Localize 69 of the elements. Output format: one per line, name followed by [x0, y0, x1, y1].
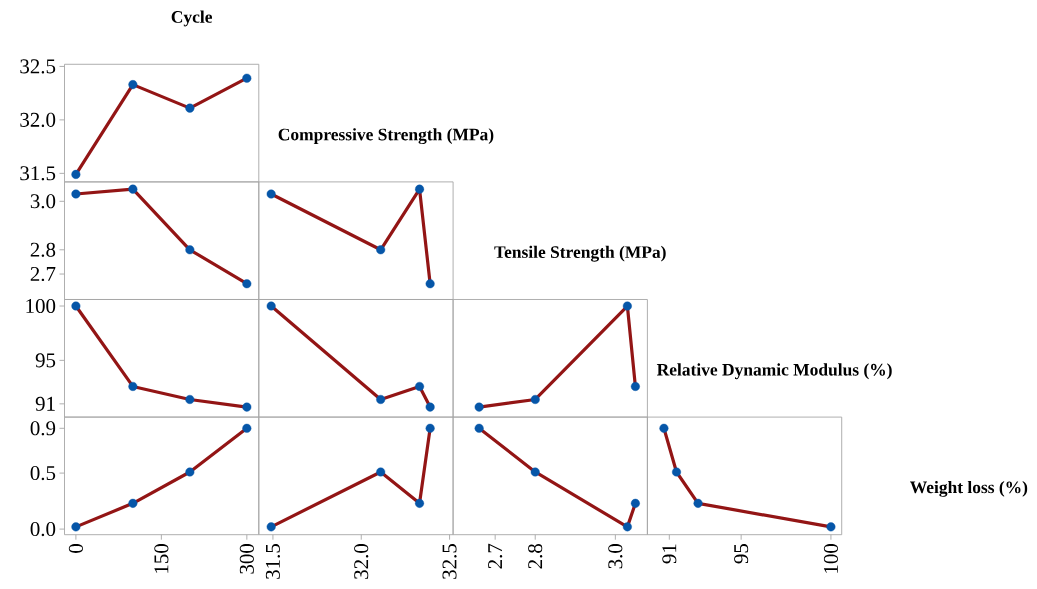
y-tick-label: 3.0: [30, 194, 56, 209]
y-tick-label: 95: [35, 353, 56, 368]
point: [826, 522, 836, 532]
y-tick-label: 32.0: [20, 112, 56, 127]
point: [71, 301, 81, 311]
y-tick-label: 31.5: [20, 166, 56, 181]
point: [415, 184, 425, 194]
x-tick-label: 31.5: [265, 544, 281, 579]
x-tick-label: 95: [734, 544, 749, 564]
point: [630, 381, 640, 391]
point: [630, 498, 640, 508]
x-tick-label: 2.7: [488, 543, 503, 569]
point: [415, 498, 425, 508]
text: Compressive Strength (MPa): [278, 128, 494, 145]
point: [266, 301, 276, 311]
point: [376, 245, 386, 255]
point: [128, 184, 138, 194]
point: [376, 394, 386, 404]
point: [128, 381, 138, 391]
y-tick-label: 32.5: [20, 59, 56, 74]
y-tick-label: 91: [35, 396, 55, 411]
x-tick-label: 2.8: [528, 544, 543, 569]
point: [622, 522, 632, 532]
point: [242, 423, 252, 433]
point: [425, 423, 435, 433]
y-tick-label: 100: [26, 298, 56, 314]
y-tick-label: 0.9: [30, 421, 56, 436]
y-tick-label: 2.8: [30, 242, 56, 257]
point: [659, 423, 669, 433]
point: [71, 169, 81, 179]
point: [128, 80, 138, 90]
point: [185, 394, 195, 404]
point: [474, 423, 484, 433]
x-tick-label: 32.0: [354, 544, 369, 579]
point: [266, 522, 276, 532]
point: [415, 381, 425, 391]
text: Relative Dynamic Modulus (%): [656, 363, 892, 380]
x-tick-label: 300: [239, 544, 254, 574]
point: [242, 279, 252, 289]
point: [185, 245, 195, 255]
x-tick-label: 3.0: [608, 544, 623, 569]
text: Weight loss (%): [910, 480, 1028, 497]
point: [530, 394, 540, 404]
point: [242, 73, 252, 83]
x-tick-label: 91: [662, 544, 677, 564]
point: [530, 467, 540, 477]
text: Cycle: [171, 10, 213, 27]
point: [376, 467, 386, 477]
y-tick-label: 0.0: [30, 522, 56, 537]
x-tick-label: 32.5: [442, 544, 457, 579]
point: [71, 189, 81, 199]
point: [185, 467, 195, 477]
x-tick-label: 150: [154, 544, 169, 573]
point: [425, 402, 435, 412]
point: [242, 402, 252, 412]
text: Tensile Strength (MPa): [494, 245, 666, 262]
y-tick-label: 0.5: [30, 466, 56, 481]
point: [128, 498, 138, 508]
point: [622, 301, 632, 311]
point: [474, 402, 484, 412]
point: [672, 467, 681, 477]
y-tick-label: 2.7: [30, 266, 56, 282]
point: [185, 103, 195, 113]
point: [693, 498, 703, 508]
x-tick-label: 0: [68, 544, 83, 553]
x-tick-label: 100: [823, 544, 838, 573]
point: [71, 522, 81, 532]
point: [425, 279, 435, 289]
point: [266, 189, 276, 199]
